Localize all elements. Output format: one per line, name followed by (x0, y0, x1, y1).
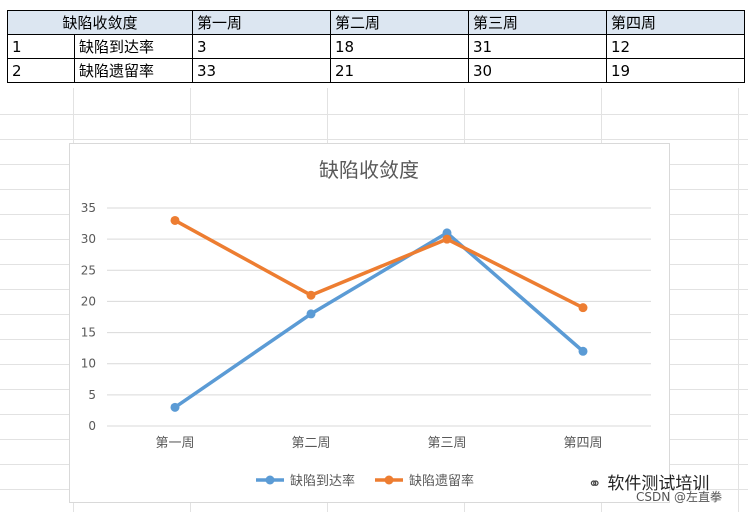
y-tick-label: 30 (81, 232, 96, 246)
table-header-cell[interactable]: 缺陷收敛度 (7, 10, 193, 35)
x-tick-label: 第二周 (291, 436, 330, 451)
watermark-csdn: CSDN @左直拳 (636, 490, 723, 504)
y-tick-label: 5 (88, 388, 96, 402)
x-tick-label: 第三周 (427, 436, 466, 451)
series-line-1 (173, 231, 585, 410)
table-cell[interactable]: 21 (330, 58, 469, 83)
y-tick-label: 25 (81, 263, 96, 277)
table-header-row: 缺陷收敛度 第一周 第二周 第三周 第四周 (7, 10, 745, 35)
data-point (170, 402, 180, 412)
table-cell[interactable]: 18 (330, 34, 469, 59)
legend-swatch-marker (384, 475, 394, 485)
table-cell[interactable]: 1 (7, 34, 75, 59)
data-point (306, 309, 316, 319)
table-header-cell[interactable]: 第四周 (606, 10, 745, 35)
y-tick-label: 0 (88, 419, 96, 433)
table-row: 2 缺陷遗留率 33 21 30 19 (7, 58, 745, 83)
x-tick-label: 第四周 (563, 436, 602, 451)
legend-label: 缺陷到达率 (290, 473, 355, 489)
data-point (578, 303, 588, 313)
chart-title: 缺陷收敛度 (319, 158, 419, 182)
y-tick-label: 10 (81, 357, 96, 371)
watermark-brand: ⚭ 软件测试培训 (588, 469, 709, 494)
data-point (170, 215, 180, 225)
table-cell[interactable]: 缺陷遗留率 (74, 58, 193, 83)
data-point (442, 228, 452, 238)
table-cell[interactable]: 33 (192, 58, 331, 83)
x-tick-label: 第一周 (155, 436, 194, 451)
table-header-cell[interactable]: 第三周 (468, 10, 607, 35)
table-cell[interactable]: 12 (606, 34, 745, 59)
table-header-cell[interactable]: 第二周 (330, 10, 469, 35)
table-cell[interactable]: 缺陷到达率 (74, 34, 193, 59)
y-tick-label: 15 (81, 326, 96, 340)
table-cell[interactable]: 3 (192, 34, 331, 59)
wechat-icon: ⚭ (588, 474, 602, 493)
data-point (442, 234, 452, 244)
data-point (578, 346, 588, 356)
table-header-cell[interactable]: 第一周 (192, 10, 331, 35)
table-cell[interactable]: 19 (606, 58, 745, 83)
y-tick-label: 20 (81, 294, 96, 308)
table-cell[interactable]: 31 (468, 34, 607, 59)
table-cell[interactable]: 30 (468, 58, 607, 83)
table-cell[interactable]: 2 (7, 58, 75, 83)
data-table: 缺陷收敛度 第一周 第二周 第三周 第四周 1 缺陷到达率 3 18 31 12… (7, 10, 745, 83)
legend-label: 缺陷遗留率 (409, 473, 474, 489)
table-row: 1 缺陷到达率 3 18 31 12 (7, 34, 745, 59)
legend-swatch-marker (265, 475, 275, 485)
data-point (306, 290, 316, 300)
chart-container[interactable]: 缺陷收敛度 0 5 10 15 20 25 30 35 第一周 第二周 第三周 第四周缺陷到达率 缺陷遗留… (69, 143, 670, 503)
watermark-brand-text: 软件测试培训 (607, 474, 710, 494)
series-line-2 (173, 218, 585, 310)
y-tick-label: 35 (81, 201, 96, 215)
